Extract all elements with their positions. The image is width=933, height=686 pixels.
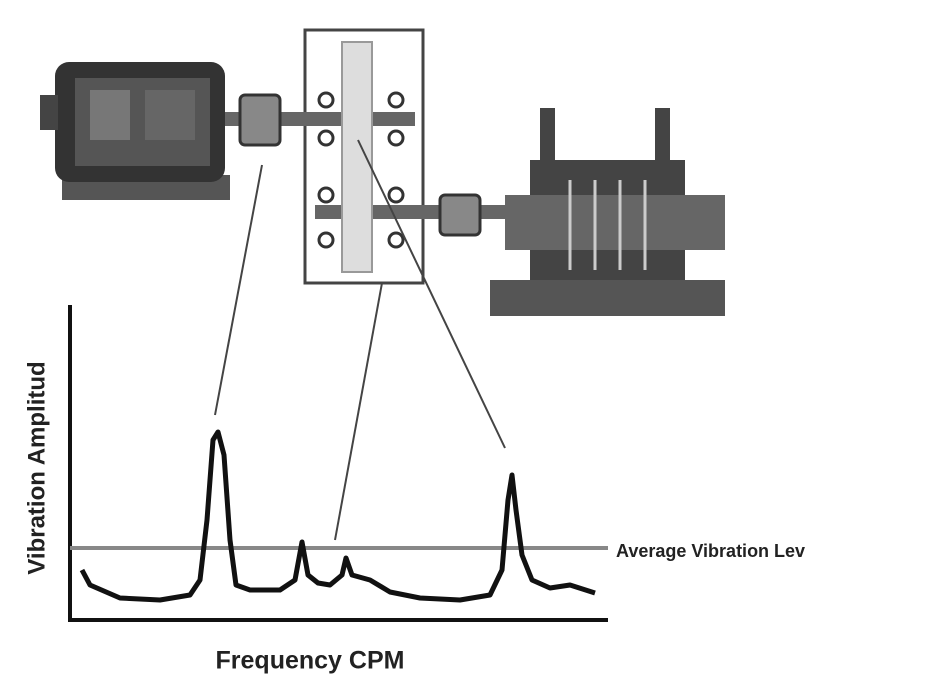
motor: [40, 62, 305, 200]
x-axis-label: Frequency CPM: [216, 647, 405, 675]
average-level-label: Average Vibration Lev: [616, 541, 805, 561]
pump: [415, 108, 725, 316]
connector-lines: [214, 139, 506, 541]
axes: [68, 305, 608, 622]
y-axis-label: Vibration Amplitud: [23, 361, 50, 574]
spectrum-curve: [79, 429, 596, 603]
gearbox: [290, 28, 425, 285]
